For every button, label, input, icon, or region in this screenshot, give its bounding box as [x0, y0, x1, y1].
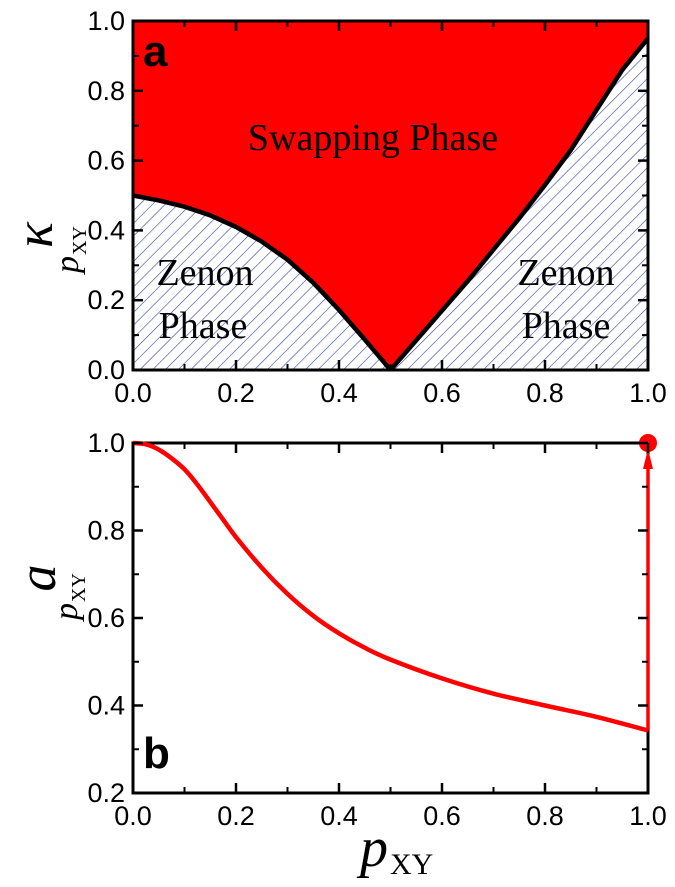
panel-b-x-ticks: 0.0 0.2 0.4 0.6 0.8 1.0 — [114, 443, 667, 831]
panel-a-y-tick-label: 1.0 — [87, 6, 125, 36]
panel-a-x-tick-label: 0.6 — [423, 378, 461, 408]
panel-a-y-subscript: p — [49, 256, 86, 275]
panel-b-y-tick-label: 0.2 — [87, 778, 125, 808]
panel-b-x-tick-label: 1.0 — [629, 801, 667, 831]
panel-a-x-tick-label: 0.2 — [217, 378, 255, 408]
panel-b-x-tick-label: 0.4 — [320, 801, 358, 831]
panel-b-y-subscript: p — [48, 603, 85, 622]
panel-b: 0.0 0.2 0.4 0.6 0.8 1.0 0.20.40.60.81.0 b a p… — [7, 428, 667, 881]
zenon-left-label-line2: Phase — [159, 305, 248, 347]
panel-b-y-axis-label: a p XY — [7, 565, 90, 623]
right-phase-boundary — [388, 36, 650, 372]
panel-b-x-tick-label: 0.2 — [217, 801, 255, 831]
panel-b-y-ticks: 0.2 0.4 0.6 0.8 1.0 — [87, 428, 648, 808]
panel-b-x-tick-label: 0.8 — [526, 801, 564, 831]
panel-a-y-symbol: κ — [4, 221, 64, 248]
zenon-right-label-line2: Phase — [522, 305, 611, 347]
panel-a-x-tick-label: 1.0 — [629, 378, 667, 408]
panel-b-letter: b — [143, 729, 170, 778]
panel-b-x-tick-label: 0.6 — [423, 801, 461, 831]
swapping-phase-label: Swapping Phase — [248, 117, 498, 159]
zenon-left-label-line1: Zenon — [156, 252, 253, 294]
panel-a-letter: a — [143, 27, 168, 76]
left-phase-boundary — [132, 193, 393, 372]
panel-b-x-subscript: XY — [390, 848, 433, 881]
panel-a-y-tick-label: 0.6 — [87, 146, 125, 176]
swapping-phase-region — [133, 21, 648, 370]
panel-a-x-tick-label: 0.4 — [320, 378, 358, 408]
panel-a-y-tick-label: 0.4 — [87, 215, 125, 245]
jump-arrowhead — [643, 449, 653, 469]
panel-a-y-tick-label: 0.8 — [87, 76, 125, 106]
panel-a-x-tick-label: 0.0 — [114, 378, 152, 408]
panel-a: 0.0 0.2 0.4 0.6 0.8 1.0 0.00.20.40.60.81.0 a … — [4, 6, 667, 408]
panel-a-x-ticks: 0.0 0.2 0.4 0.6 0.8 1.0 — [114, 21, 667, 408]
series-line — [132, 440, 649, 733]
panel-b-frame — [131, 441, 650, 795]
panel-b-x-symbol: p — [356, 817, 388, 879]
panel-a-y-ticks: 0.0 0.2 0.4 0.6 0.8 1.0 — [87, 6, 648, 385]
panel-b-y-tick-label: 1.0 — [87, 428, 125, 458]
panel-b-y-tick-label: 0.6 — [87, 603, 125, 633]
panel-b-y-tick-label: 0.8 — [87, 516, 125, 546]
panel-a-y-axis-label: κ p XY — [4, 221, 91, 275]
zenon-right-label-line1: Zenon — [517, 252, 614, 294]
panel-b-y-subscript-index: XY — [68, 573, 90, 602]
panel-b-x-tick-label: 0.0 — [114, 801, 152, 831]
panel-b-y-tick-label: 0.4 — [87, 691, 125, 721]
panel-a-y-tick-label: 0.0 — [87, 355, 125, 385]
panel-a-y-subscript-index: XY — [69, 226, 91, 255]
panel-a-y-tick-label: 0.2 — [87, 285, 125, 315]
panel-b-x-axis-label: p XY — [356, 817, 433, 881]
panel-a-x-tick-label: 0.8 — [526, 378, 564, 408]
panel-b-y-symbol: a — [7, 565, 67, 592]
